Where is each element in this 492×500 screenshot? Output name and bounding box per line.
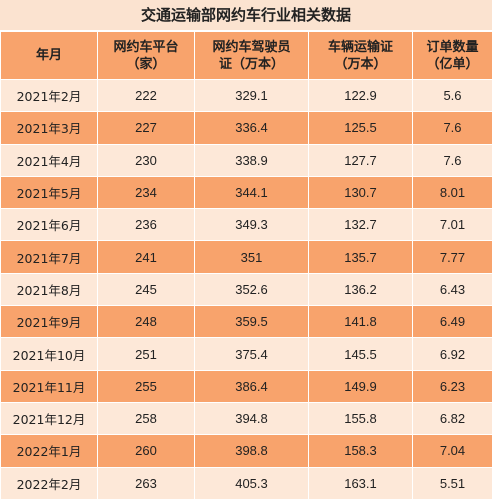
cell-driver-licenses: 329.1 (194, 78, 309, 113)
table-title: 交通运输部网约车行业相关数据 (0, 0, 492, 31)
cell-platforms: 263 (97, 466, 195, 500)
header-driver-licenses-line1: 网约车驾驶员 (212, 39, 291, 55)
cell-orders: 7.6 (412, 143, 492, 177)
cell-vehicle-permits: 136.2 (308, 272, 413, 307)
cell-orders: 5.6 (412, 78, 492, 113)
header-vehicle-permits-line1: 车辆运输证 (327, 39, 393, 55)
cell-platforms: 255 (97, 369, 195, 403)
cell-platforms: 227 (97, 111, 195, 145)
table-row: 2021年2月 222 329.1 122.9 5.6 (0, 78, 492, 113)
cell-orders: 5.51 (412, 466, 492, 500)
table-row: 2022年1月 260 398.8 158.3 7.04 (0, 434, 492, 468)
cell-platforms: 236 (97, 208, 195, 242)
header-month-line1: 年月 (35, 48, 62, 63)
cell-orders: 8.01 (412, 175, 492, 210)
header-platforms-line2: （家） (126, 56, 166, 72)
cell-vehicle-permits: 158.3 (308, 434, 413, 468)
cell-vehicle-permits: 155.8 (308, 401, 413, 436)
cell-month: 2021年4月 (0, 143, 98, 177)
cell-vehicle-permits: 122.9 (308, 78, 413, 113)
cell-month: 2022年2月 (0, 466, 98, 500)
cell-platforms: 230 (97, 143, 195, 177)
table-row: 2021年6月 236 349.3 132.7 7.01 (0, 208, 492, 242)
cell-platforms: 260 (97, 434, 195, 468)
header-month: 年月 (0, 31, 98, 80)
cell-driver-licenses: 344.1 (194, 175, 309, 210)
cell-orders: 6.49 (412, 305, 492, 339)
header-driver-licenses-line2: 证（万本） (218, 56, 284, 72)
cell-driver-licenses: 359.5 (194, 305, 309, 339)
cell-month: 2021年10月 (0, 337, 98, 371)
cell-driver-licenses: 386.4 (194, 369, 309, 403)
table-row: 2021年3月 227 336.4 125.5 7.6 (0, 111, 492, 145)
header-platforms: 网约车平台 （家） (97, 31, 195, 80)
cell-vehicle-permits: 149.9 (308, 369, 413, 403)
header-orders: 订单数量 （亿单） (412, 31, 492, 80)
cell-orders: 7.6 (412, 111, 492, 145)
cell-platforms: 251 (97, 337, 195, 371)
ride-hailing-data-table: 年月 网约车平台 （家） 网约车驾驶员 证（万本） 车辆运输证 （万本） 订单数… (0, 31, 492, 500)
cell-driver-licenses: 394.8 (194, 401, 309, 436)
cell-orders: 6.23 (412, 369, 492, 403)
cell-driver-licenses: 336.4 (194, 111, 309, 145)
cell-month: 2022年1月 (0, 434, 98, 468)
header-vehicle-permits-line2: （万本） (334, 56, 387, 72)
table-row: 2021年8月 245 352.6 136.2 6.43 (0, 272, 492, 307)
cell-orders: 6.92 (412, 337, 492, 371)
cell-driver-licenses: 405.3 (194, 466, 309, 500)
cell-month: 2021年5月 (0, 175, 98, 210)
cell-platforms: 222 (97, 78, 195, 113)
cell-orders: 7.77 (412, 240, 492, 274)
cell-month: 2021年8月 (0, 272, 98, 307)
cell-orders: 7.04 (412, 434, 492, 468)
cell-orders: 7.01 (412, 208, 492, 242)
cell-month: 2021年12月 (0, 401, 98, 436)
table-row: 2021年5月 234 344.1 130.7 8.01 (0, 175, 492, 210)
table-row: 2021年4月 230 338.9 127.7 7.6 (0, 143, 492, 177)
cell-platforms: 234 (97, 175, 195, 210)
header-row: 年月 网约车平台 （家） 网约车驾驶员 证（万本） 车辆运输证 （万本） 订单数… (0, 31, 492, 80)
cell-vehicle-permits: 145.5 (308, 337, 413, 371)
cell-orders: 6.82 (412, 401, 492, 436)
cell-driver-licenses: 375.4 (194, 337, 309, 371)
table-row: 2022年2月 263 405.3 163.1 5.51 (0, 466, 492, 500)
header-orders-line2: （亿单） (426, 56, 479, 72)
table-row: 2021年9月 248 359.5 141.8 6.49 (0, 305, 492, 339)
header-vehicle-permits: 车辆运输证 （万本） (308, 31, 413, 80)
cell-driver-licenses: 349.3 (194, 208, 309, 242)
cell-month: 2021年9月 (0, 305, 98, 339)
cell-platforms: 248 (97, 305, 195, 339)
cell-vehicle-permits: 163.1 (308, 466, 413, 500)
table-row: 2021年12月 258 394.8 155.8 6.82 (0, 401, 492, 436)
cell-month: 2021年2月 (0, 78, 98, 113)
cell-platforms: 241 (97, 240, 195, 274)
cell-platforms: 258 (97, 401, 195, 436)
table-row: 2021年11月 255 386.4 149.9 6.23 (0, 369, 492, 403)
cell-vehicle-permits: 130.7 (308, 175, 413, 210)
table-body: 2021年2月 222 329.1 122.9 5.6 2021年3月 227 336.4 12… (0, 78, 492, 500)
cell-driver-licenses: 338.9 (194, 143, 309, 177)
cell-month: 2021年3月 (0, 111, 98, 145)
header-platforms-line1: 网约车平台 (113, 39, 179, 55)
cell-month: 2021年7月 (0, 240, 98, 274)
table-row: 2021年7月 241 351 135.7 7.77 (0, 240, 492, 274)
header-orders-line1: 订单数量 (426, 39, 479, 55)
cell-month: 2021年11月 (0, 369, 98, 403)
cell-driver-licenses: 351 (194, 240, 309, 274)
table-row: 2021年10月 251 375.4 145.5 6.92 (0, 337, 492, 371)
cell-vehicle-permits: 127.7 (308, 143, 413, 177)
cell-vehicle-permits: 135.7 (308, 240, 413, 274)
cell-driver-licenses: 352.6 (194, 272, 309, 307)
cell-driver-licenses: 398.8 (194, 434, 309, 468)
cell-orders: 6.43 (412, 272, 492, 307)
cell-vehicle-permits: 132.7 (308, 208, 413, 242)
cell-vehicle-permits: 141.8 (308, 305, 413, 339)
cell-platforms: 245 (97, 272, 195, 307)
cell-vehicle-permits: 125.5 (308, 111, 413, 145)
cell-month: 2021年6月 (0, 208, 98, 242)
header-driver-licenses: 网约车驾驶员 证（万本） (194, 31, 309, 80)
